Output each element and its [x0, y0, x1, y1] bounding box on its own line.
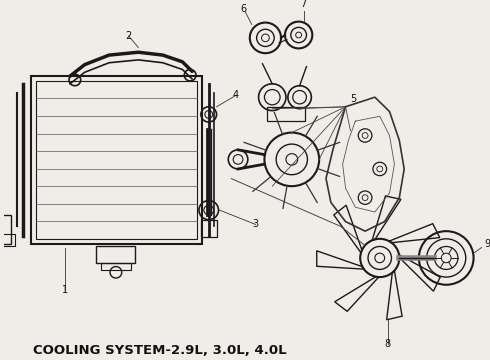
Bar — [101, 263, 130, 270]
Text: 6: 6 — [241, 4, 247, 14]
Text: 2: 2 — [125, 31, 132, 41]
Bar — [97, 246, 135, 263]
Text: 8: 8 — [385, 339, 391, 349]
Text: 7: 7 — [300, 0, 307, 9]
Text: 1: 1 — [62, 284, 68, 294]
Text: 4: 4 — [233, 90, 239, 100]
Bar — [0, 215, 11, 244]
Bar — [31, 76, 202, 244]
Text: 9: 9 — [484, 239, 490, 249]
Bar — [0, 234, 15, 246]
Text: 5: 5 — [350, 94, 357, 104]
Bar — [201, 220, 217, 237]
Text: COOLING SYSTEM-2.9L, 3.0L, 4.0L: COOLING SYSTEM-2.9L, 3.0L, 4.0L — [33, 344, 287, 357]
Text: 3: 3 — [252, 220, 259, 229]
Bar — [268, 107, 304, 121]
Bar — [36, 81, 197, 239]
